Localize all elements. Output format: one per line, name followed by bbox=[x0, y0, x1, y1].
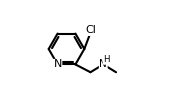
Text: N: N bbox=[53, 59, 62, 69]
Text: H: H bbox=[103, 55, 109, 64]
Text: N: N bbox=[99, 59, 107, 69]
Text: Cl: Cl bbox=[86, 25, 96, 35]
